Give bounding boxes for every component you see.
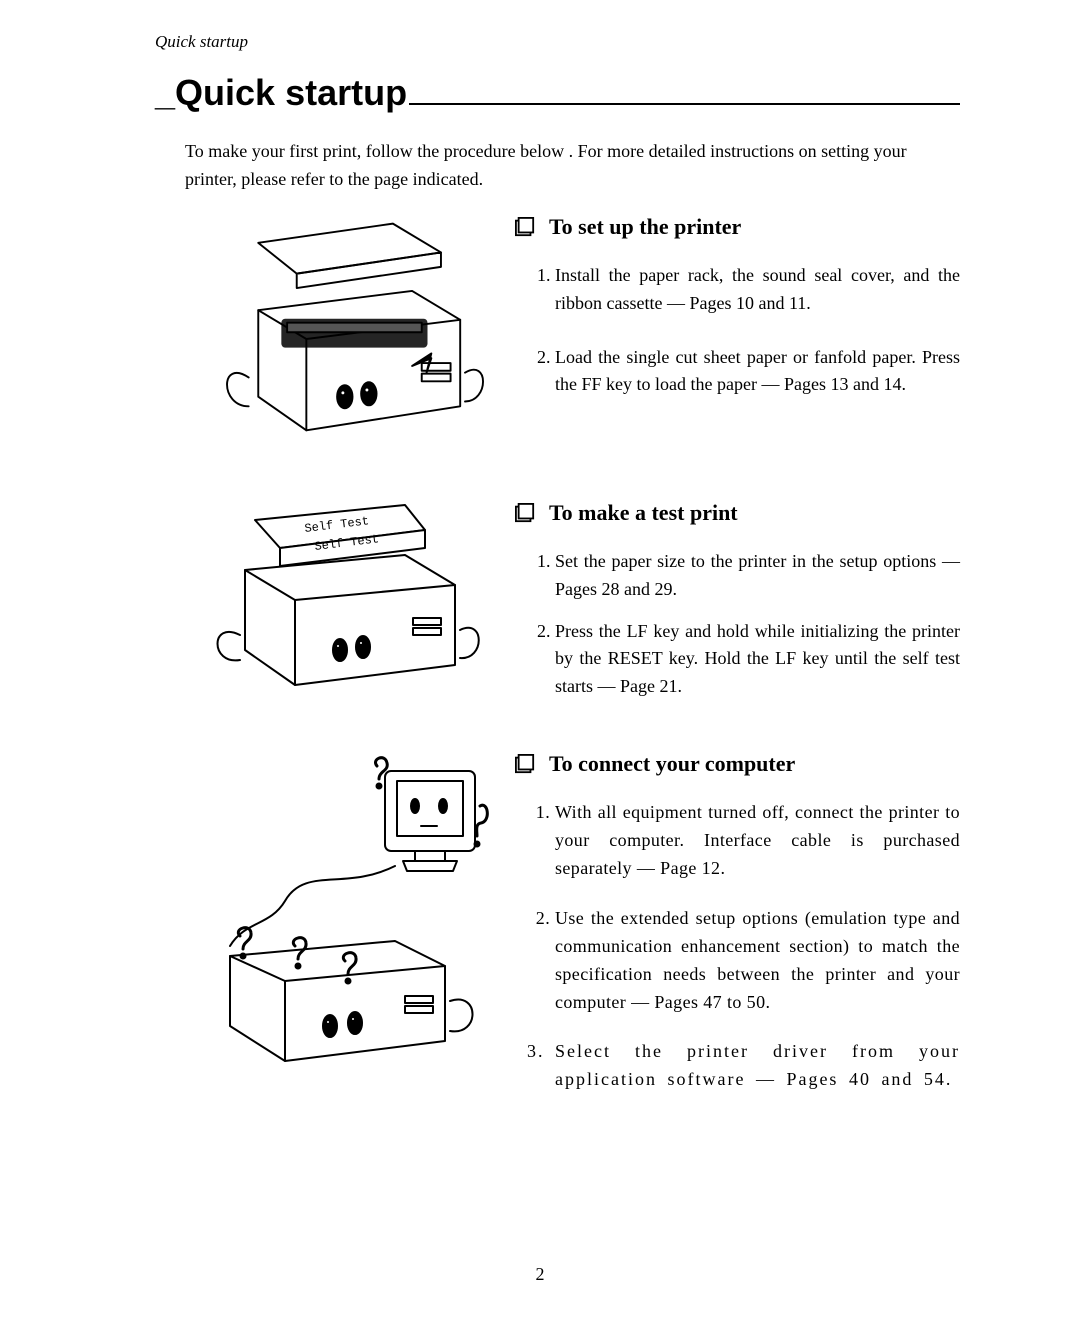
- checkbox-icon: [515, 503, 535, 523]
- step-item: With all equipment turned off, connect t…: [555, 799, 960, 883]
- checkbox-icon: [515, 754, 535, 774]
- section-title: To set up the printer: [549, 214, 741, 240]
- checkbox-icon: [515, 217, 535, 237]
- step-item: Install the paper rack, the sound seal c…: [555, 262, 960, 318]
- section-title: To connect your computer: [549, 751, 795, 777]
- steps-list: Set the paper size to the printer in the…: [535, 548, 960, 701]
- page-number: 2: [0, 1264, 1080, 1285]
- step-item: Load the single cut sheet paper or fanfo…: [555, 344, 960, 400]
- illustration-test-print: Self Test Self Test: [185, 500, 495, 710]
- step-item: Press the LF key and hold while initiali…: [555, 618, 960, 702]
- section-test-print: Self Test Self Test To make a test print…: [185, 500, 960, 715]
- section-body: To make a test print Set the paper size …: [495, 500, 960, 715]
- page: Quick startup _ Quick startup To make yo…: [0, 0, 1080, 1321]
- section-setup-printer: To set up the printer Install the paper …: [185, 214, 960, 464]
- title-lead-underscore: _: [155, 72, 175, 114]
- section-heading-row: To connect your computer: [515, 751, 960, 777]
- section-heading-row: To set up the printer: [515, 214, 960, 240]
- section-body: To set up the printer Install the paper …: [495, 214, 960, 414]
- steps-list: Install the paper rack, the sound seal c…: [535, 262, 960, 400]
- title-row: _ Quick startup: [155, 72, 960, 114]
- illustration-printer-setup: [185, 214, 495, 464]
- section-body: To connect your computer With all equipm…: [495, 751, 960, 1108]
- section-heading-row: To make a test print: [515, 500, 960, 526]
- step-item: Select the printer driver from your appl…: [555, 1038, 960, 1094]
- intro-paragraph: To make your first print, follow the pro…: [185, 138, 960, 194]
- step-item: Set the paper size to the printer in the…: [555, 548, 960, 604]
- illustration-connect-computer: [185, 751, 495, 1081]
- steps-list: With all equipment turned off, connect t…: [535, 799, 960, 1094]
- title-rule: [409, 103, 960, 105]
- section-title: To make a test print: [549, 500, 738, 526]
- step-item: Use the extended setup options (emulatio…: [555, 905, 960, 1017]
- running-head: Quick startup: [155, 32, 960, 52]
- page-title: Quick startup: [175, 72, 407, 114]
- section-connect-computer: To connect your computer With all equipm…: [185, 751, 960, 1108]
